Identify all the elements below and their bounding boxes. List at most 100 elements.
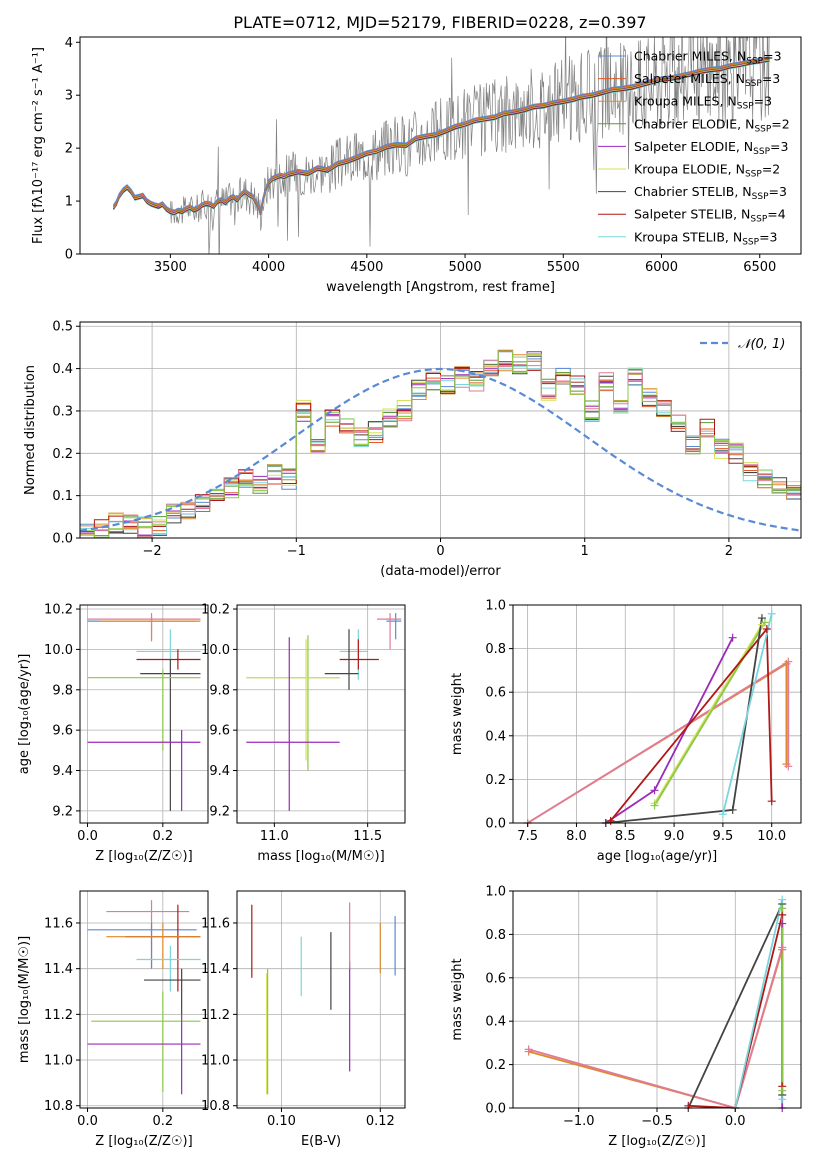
x-tick-label: 0.12 [366, 1114, 395, 1129]
weight-line [528, 949, 784, 1108]
x-axis-label: Z [log₁₀(Z/Z☉)] [608, 1134, 705, 1149]
weight-marker [757, 614, 766, 623]
axes-frame [79, 36, 802, 255]
model-curve [112, 60, 770, 216]
legend-label: Chabrier STELIB, N [634, 184, 752, 199]
legend-subscript: SSP [746, 57, 763, 67]
x-axis-label: age [log₁₀(age/yr)] [597, 849, 718, 864]
weight-marker [778, 904, 787, 913]
legend-entry: Chabrier ELODIE, NSSP=2 [634, 116, 790, 134]
x-tick-label: 6500 [743, 260, 776, 275]
y-tick-label: 3 [65, 89, 73, 104]
panel-residuals: 𝒩(0, 1) −2 −1 0 1 2 0.0 0.1 0.2 0.3 0.4 0.5 (data-mo… [23, 320, 802, 579]
axes-frame [79, 604, 209, 824]
model-curve [112, 58, 770, 214]
y-tick-label: 0.0 [485, 817, 506, 832]
legend: 𝒩(0, 1) [700, 337, 785, 352]
y-tick-label: 0.2 [52, 447, 73, 462]
weight-marker [524, 1045, 533, 1054]
legend-subscript: SSP [742, 237, 759, 247]
legend-label: Chabrier MILES, N [634, 49, 746, 64]
y-tick-label: 11.4 [201, 962, 230, 977]
weight-line [653, 624, 763, 804]
model-curve [112, 59, 770, 214]
y-tick-label: 10.0 [201, 643, 230, 658]
legend-entry: Salpeter MILES, NSSP=3 [634, 71, 780, 89]
legend-count: =3 [754, 94, 772, 109]
residual-histogram [80, 364, 801, 538]
y-tick-label: 9.6 [52, 724, 73, 739]
legend-label: Kroupa MILES, N [634, 94, 737, 109]
model-curve [112, 58, 770, 213]
y-axis-label: mass weight [450, 673, 465, 755]
x-tick-label: 9.5 [713, 829, 734, 844]
weight-marker [728, 633, 737, 642]
legend-count: =2 [771, 116, 789, 131]
y-tick-label: 0.8 [485, 642, 506, 657]
legend-entry: Salpeter ELODIE, NSSP=3 [634, 139, 788, 157]
y-tick-label: 0.4 [485, 1015, 506, 1030]
weight-line [609, 626, 773, 822]
y-axis-label: mass [log₁₀(M/M☉)] [17, 936, 32, 1063]
plot-area [527, 613, 790, 823]
weight-marker [718, 810, 727, 819]
weight-marker [778, 1095, 787, 1104]
model-curve [112, 56, 770, 211]
y-tick-label: 0.6 [485, 686, 506, 701]
y-tick-label: 9.8 [52, 683, 73, 698]
legend-subscript: SSP [737, 102, 754, 112]
legend-subscript: SSP [753, 147, 770, 157]
x-tick-label: 9.0 [664, 829, 685, 844]
y-tick-label: 11.2 [201, 1008, 230, 1023]
plot-area [87, 613, 201, 811]
panel-age-vs-Z: 0.0 0.2 9.2 9.4 9.6 9.8 10.0 10.2 Z [log₁₀(Z/Z☉)… [17, 603, 209, 864]
legend-subscript: SSP [750, 215, 767, 225]
y-tick-label: 0.6 [485, 971, 506, 986]
model-curve [112, 61, 770, 216]
y-tick-label: 0.5 [52, 320, 73, 335]
axes-frame [512, 604, 802, 824]
x-tick-label: 6000 [645, 260, 678, 275]
y-tick-label: 0 [65, 248, 73, 263]
y-tick-label: 1 [65, 195, 73, 210]
x-tick-label: 0 [436, 544, 444, 559]
x-tick-label: 2 [725, 544, 733, 559]
y-tick-label: 0.4 [485, 729, 506, 744]
y-tick-label: 0.1 [52, 489, 73, 504]
x-tick-label: 0.0 [77, 1114, 98, 1129]
legend-label: Chabrier ELODIE, N [634, 116, 754, 131]
y-tick-label: 1.0 [485, 599, 506, 614]
x-tick-label: 0.0 [725, 1114, 746, 1129]
legend-label: Salpeter STELIB, N [634, 207, 750, 222]
plot-area [87, 900, 201, 1095]
weight-marker [760, 618, 769, 627]
legend-subscript: SSP [745, 79, 762, 89]
legend-count: =4 [767, 207, 785, 222]
panel-mass-weight-vs-Z: −1.0 −0.5 0.0 0.0 0.2 0.4 0.6 0.8 1.0 Z [log₁₀(Z/… [450, 885, 802, 1149]
legend-subscript: SSP [745, 170, 762, 180]
y-tick-label: 9.8 [209, 683, 230, 698]
weight-marker [767, 797, 776, 806]
legend-label: Kroupa ELODIE, N [634, 162, 745, 177]
observed-spectrum [170, 37, 770, 254]
x-tick-label: 0.2 [152, 1114, 173, 1129]
weight-marker [784, 657, 793, 666]
y-axis-label: mass weight [450, 958, 465, 1040]
y-tick-label: 10.8 [201, 1099, 230, 1114]
y-tick-label: 4 [65, 36, 73, 51]
weight-line [605, 637, 734, 823]
legend-count: =3 [762, 71, 780, 86]
y-tick-label: 0.0 [52, 532, 73, 547]
y-axis-label: Flux [fλ10⁻¹⁷ erg cm⁻² s⁻¹ A⁻¹] [31, 47, 46, 244]
legend-count: =3 [769, 184, 787, 199]
legend-subscript: SSP [752, 192, 769, 202]
y-tick-label: 11.2 [44, 1008, 73, 1023]
weight-marker [650, 801, 659, 810]
model-curve [112, 56, 770, 212]
legend-entry: Kroupa MILES, NSSP=3 [634, 94, 772, 112]
y-tick-label: 9.2 [52, 804, 73, 819]
weight-marker [784, 762, 793, 771]
x-axis-label: wavelength [Angstrom, rest frame] [326, 280, 555, 295]
x-axis-label: Z [log₁₀(Z/Z☉)] [95, 849, 192, 864]
